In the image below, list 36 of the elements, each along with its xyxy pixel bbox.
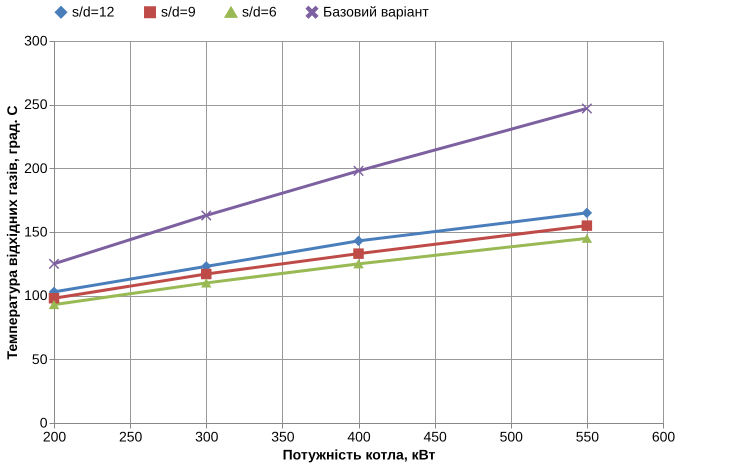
point xyxy=(353,166,364,176)
x-tick-label: 200 xyxy=(42,428,66,444)
x-tick-label: 250 xyxy=(118,428,143,444)
point xyxy=(353,259,364,268)
x-tick-label: 500 xyxy=(500,428,524,444)
x-tick-label: 600 xyxy=(652,428,676,444)
y-tick-label: 150 xyxy=(24,224,48,240)
x-tick-label: 450 xyxy=(423,428,448,444)
y-tick-label: 200 xyxy=(24,160,48,176)
y-tick-label: 100 xyxy=(24,287,48,304)
x-axis-title: Потужність котла, кВт xyxy=(282,446,436,462)
point xyxy=(353,248,364,259)
point xyxy=(201,210,212,221)
point xyxy=(48,300,60,310)
y-tick-label: 300 xyxy=(24,32,48,48)
point xyxy=(201,268,212,280)
y-axis-title: Температура відхідних газів, град. С xyxy=(4,105,20,360)
legend-label: s/d=6 xyxy=(242,4,277,20)
point xyxy=(582,208,592,218)
y-tick-label: 250 xyxy=(24,96,48,112)
x-tick-label: 550 xyxy=(576,428,600,444)
x-tick-label: 400 xyxy=(347,428,371,444)
point xyxy=(48,292,60,304)
legend-label: s/d=12 xyxy=(72,3,115,20)
point xyxy=(582,103,592,114)
y-tick-label: 50 xyxy=(32,350,48,367)
x-tick-label: 350 xyxy=(271,428,295,444)
legend-label: Базовий варіант xyxy=(323,3,430,20)
point xyxy=(582,234,592,243)
point xyxy=(201,278,212,288)
point xyxy=(48,258,60,270)
x-tick-label: 300 xyxy=(195,428,219,444)
legend-label: s/d=9 xyxy=(161,3,196,20)
point xyxy=(353,236,364,246)
point xyxy=(582,220,592,231)
y-tick-label: 0 xyxy=(40,414,48,430)
